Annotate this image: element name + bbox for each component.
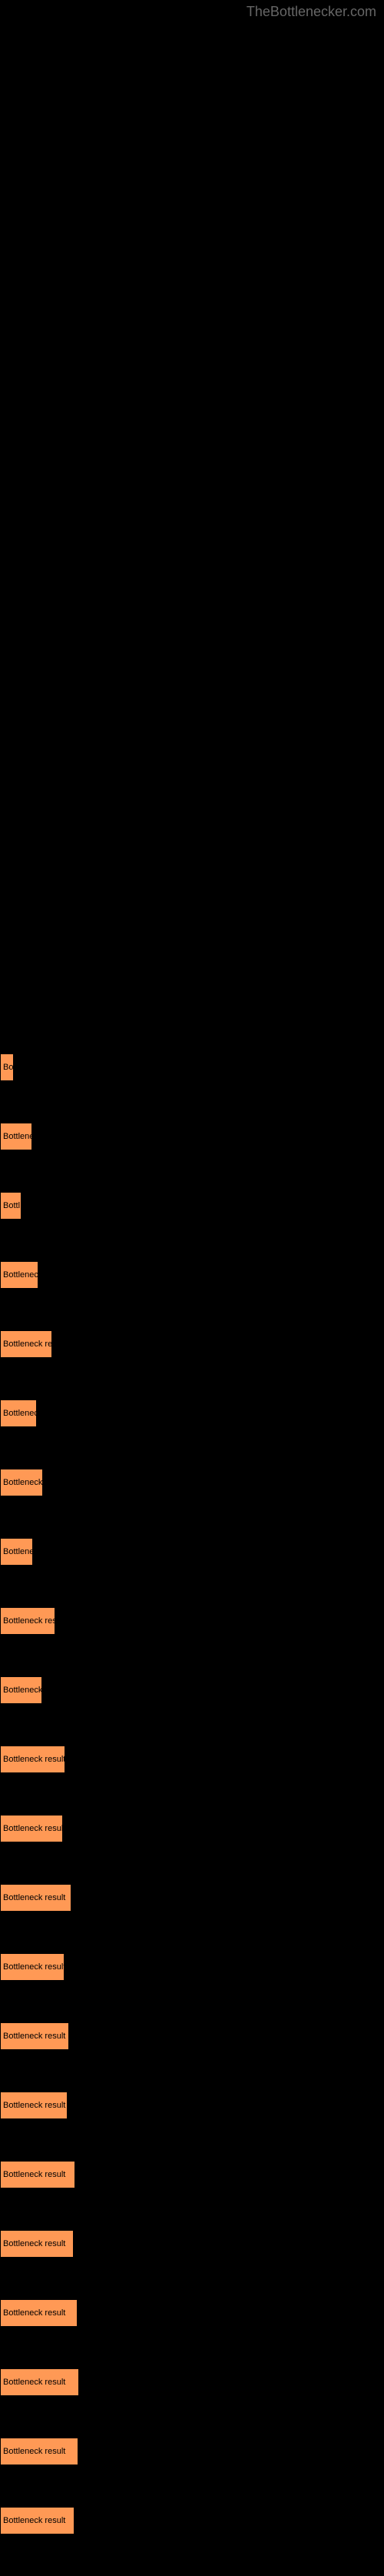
chart-bar: Bottleneck [0,1676,42,1704]
bar-row: Bottlene [0,1123,384,1150]
bar-row: Bottleneck result [0,1884,384,1912]
chart-bar: Bottleneck result [0,1746,65,1773]
bar-row: Bottleneck result [0,1815,384,1842]
chart-bar: Bottleneck result [0,2161,75,2188]
chart-bar: Bottleneck result [0,2092,68,2119]
chart-bar: Bottlene [0,1123,32,1150]
bar-row: Bottleneck res [0,1607,384,1635]
bar-row: Bottlene [0,1538,384,1566]
chart-bar: Bottleneck res [0,1607,55,1635]
chart-bar: Bottleneck result [0,2230,74,2258]
chart-bar: Bottleneck [0,1261,38,1289]
chart-bar: Bottleneck re [0,1330,52,1358]
bar-row: Bottleneck result [0,1746,384,1773]
bar-row: Bottleneck [0,1469,384,1496]
bar-row: Bottleneck [0,1261,384,1289]
chart-bar: Bottleneck result [0,1953,65,1981]
bar-row: Bottleneck result [0,2438,384,2465]
bar-row: Bottleneck result [0,2299,384,2327]
watermark-text: TheBottlenecker.com [247,4,376,20]
bar-row: Bottleneck result [0,2092,384,2119]
chart-bar: Bottleneck [0,1469,43,1496]
bar-row: Bottleneck result [0,2161,384,2188]
chart-bar: Bottleneck result [0,2507,74,2534]
chart-bar: Bottleneck result [0,2299,78,2327]
bar-row: Bottl [0,1192,384,1220]
bar-row: Bottleneck result [0,2230,384,2258]
bar-row: Bottleneck [0,1399,384,1427]
chart-bar: Bottleneck result [0,2022,69,2050]
chart-bar: Bottleneck result [0,2368,79,2396]
bar-row: Bottleneck [0,1676,384,1704]
chart-bar: Bottl [0,1192,22,1220]
chart-bar: Bottleneck result [0,1815,63,1842]
chart-bar: Bottlene [0,1538,33,1566]
chart-bar: Bo [0,1053,14,1081]
bar-row: Bottleneck re [0,1330,384,1358]
chart-bar: Bottleneck [0,1399,37,1427]
bar-row: Bottleneck result [0,1953,384,1981]
bar-chart: Bo Bottlene Bottl Bottleneck Bottleneck re Bo… [0,0,384,2534]
chart-bar: Bottleneck result [0,1884,71,1912]
bar-row: Bottleneck result [0,2368,384,2396]
bar-row: Bottleneck result [0,2507,384,2534]
bar-row: Bottleneck result [0,2022,384,2050]
bar-row: Bo [0,1053,384,1081]
chart-bar: Bottleneck result [0,2438,78,2465]
